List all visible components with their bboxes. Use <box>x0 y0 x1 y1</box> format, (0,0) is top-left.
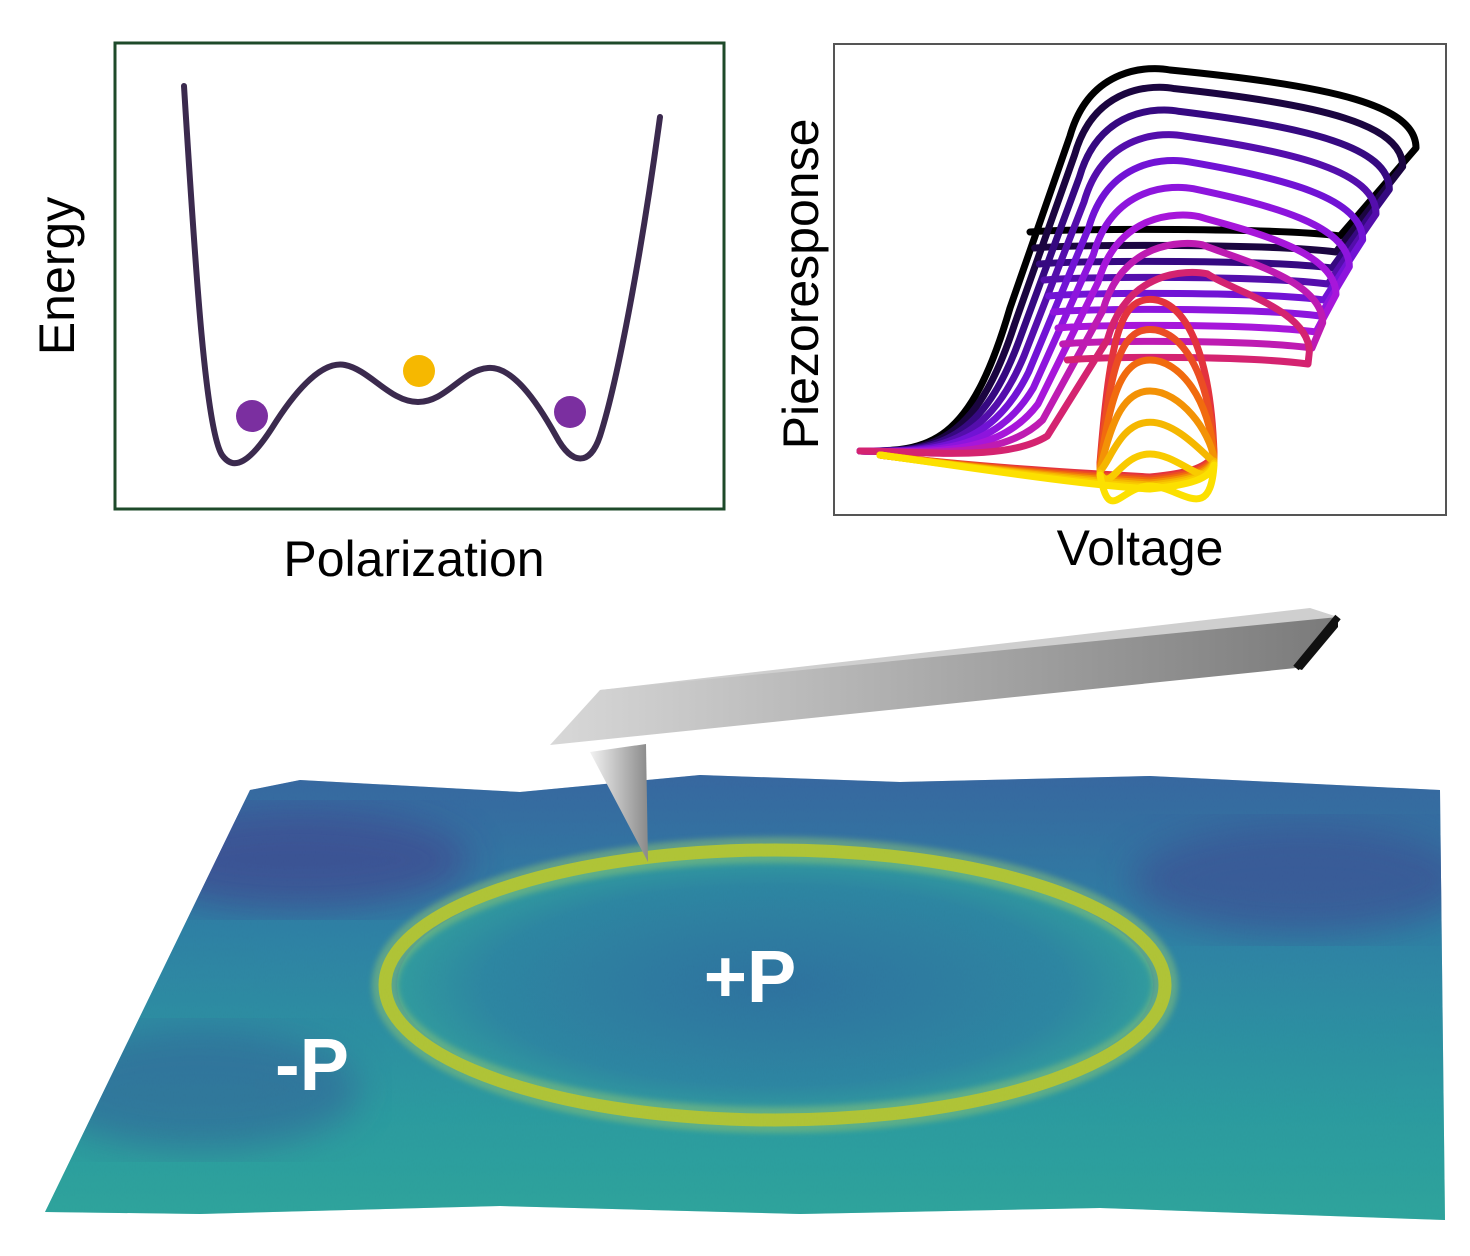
hysteresis-loop <box>856 157 1367 455</box>
energy-xlabel: Polarization <box>283 531 544 587</box>
inner-domain-label: +P <box>704 935 797 1018</box>
energy-ylabel: Energy <box>29 197 85 355</box>
left-minimum-ball <box>236 400 268 432</box>
cantilever-beam-side <box>550 617 1338 745</box>
hysteresis-xlabel: Voltage <box>1057 520 1224 576</box>
hysteresis-loop <box>856 83 1407 455</box>
hysteresis-loop <box>856 211 1340 456</box>
hysteresis-loop <box>856 106 1393 455</box>
saddle-ball <box>403 355 435 387</box>
hysteresis-loops <box>856 65 1420 505</box>
surface-roughness <box>45 775 1445 1220</box>
hysteresis-panel: Piezoresponse Voltage <box>773 43 1447 576</box>
outer-domain-label: -P <box>275 1023 349 1106</box>
afm-cantilever <box>550 608 1341 862</box>
energy-panel: Energy Polarization <box>29 41 726 587</box>
hysteresis-loop <box>856 131 1380 455</box>
hysteresis-loop <box>876 451 1218 505</box>
energy-curve <box>181 83 663 467</box>
right-minimum-ball <box>554 396 586 428</box>
cantilever-tip <box>590 744 648 862</box>
pfm-surface: +P -P <box>45 608 1445 1220</box>
cantilever-end-edge <box>1293 614 1341 671</box>
hysteresis-loop <box>856 269 1313 457</box>
hysteresis-loop <box>856 240 1327 456</box>
hysteresis-loop <box>856 65 1420 455</box>
hysteresis-loop <box>856 183 1353 455</box>
hysteresis-ylabel: Piezoresponse <box>773 119 829 450</box>
